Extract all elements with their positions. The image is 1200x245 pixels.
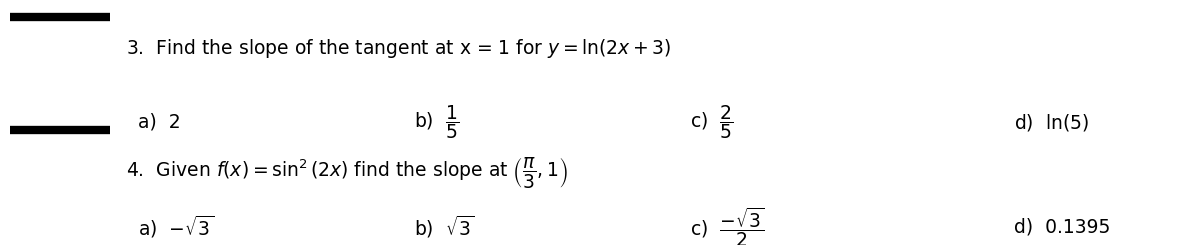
Text: b)  $\sqrt{3}$: b) $\sqrt{3}$	[414, 214, 475, 240]
Text: 4.  Given $f(x) = \sin^2(2x)$ find the slope at $\left(\dfrac{\pi}{3}, 1\right)$: 4. Given $f(x) = \sin^2(2x)$ find the sl…	[126, 155, 568, 190]
Text: 3.  Find the slope of the tangent at x = 1 for $y = \ln(2x + 3)$: 3. Find the slope of the tangent at x = …	[126, 37, 672, 61]
Text: c)  $\dfrac{-\sqrt{3}}{2}$: c) $\dfrac{-\sqrt{3}}{2}$	[690, 205, 764, 245]
Text: a)  2: a) 2	[138, 113, 181, 132]
Text: d)  0.1395: d) 0.1395	[1014, 217, 1110, 236]
Text: c)  $\dfrac{2}{5}$: c) $\dfrac{2}{5}$	[690, 104, 733, 141]
Text: d)  $\ln(5)$: d) $\ln(5)$	[1014, 112, 1090, 133]
Text: b)  $\dfrac{1}{5}$: b) $\dfrac{1}{5}$	[414, 104, 460, 141]
Text: a)  $-\sqrt{3}$: a) $-\sqrt{3}$	[138, 214, 214, 240]
